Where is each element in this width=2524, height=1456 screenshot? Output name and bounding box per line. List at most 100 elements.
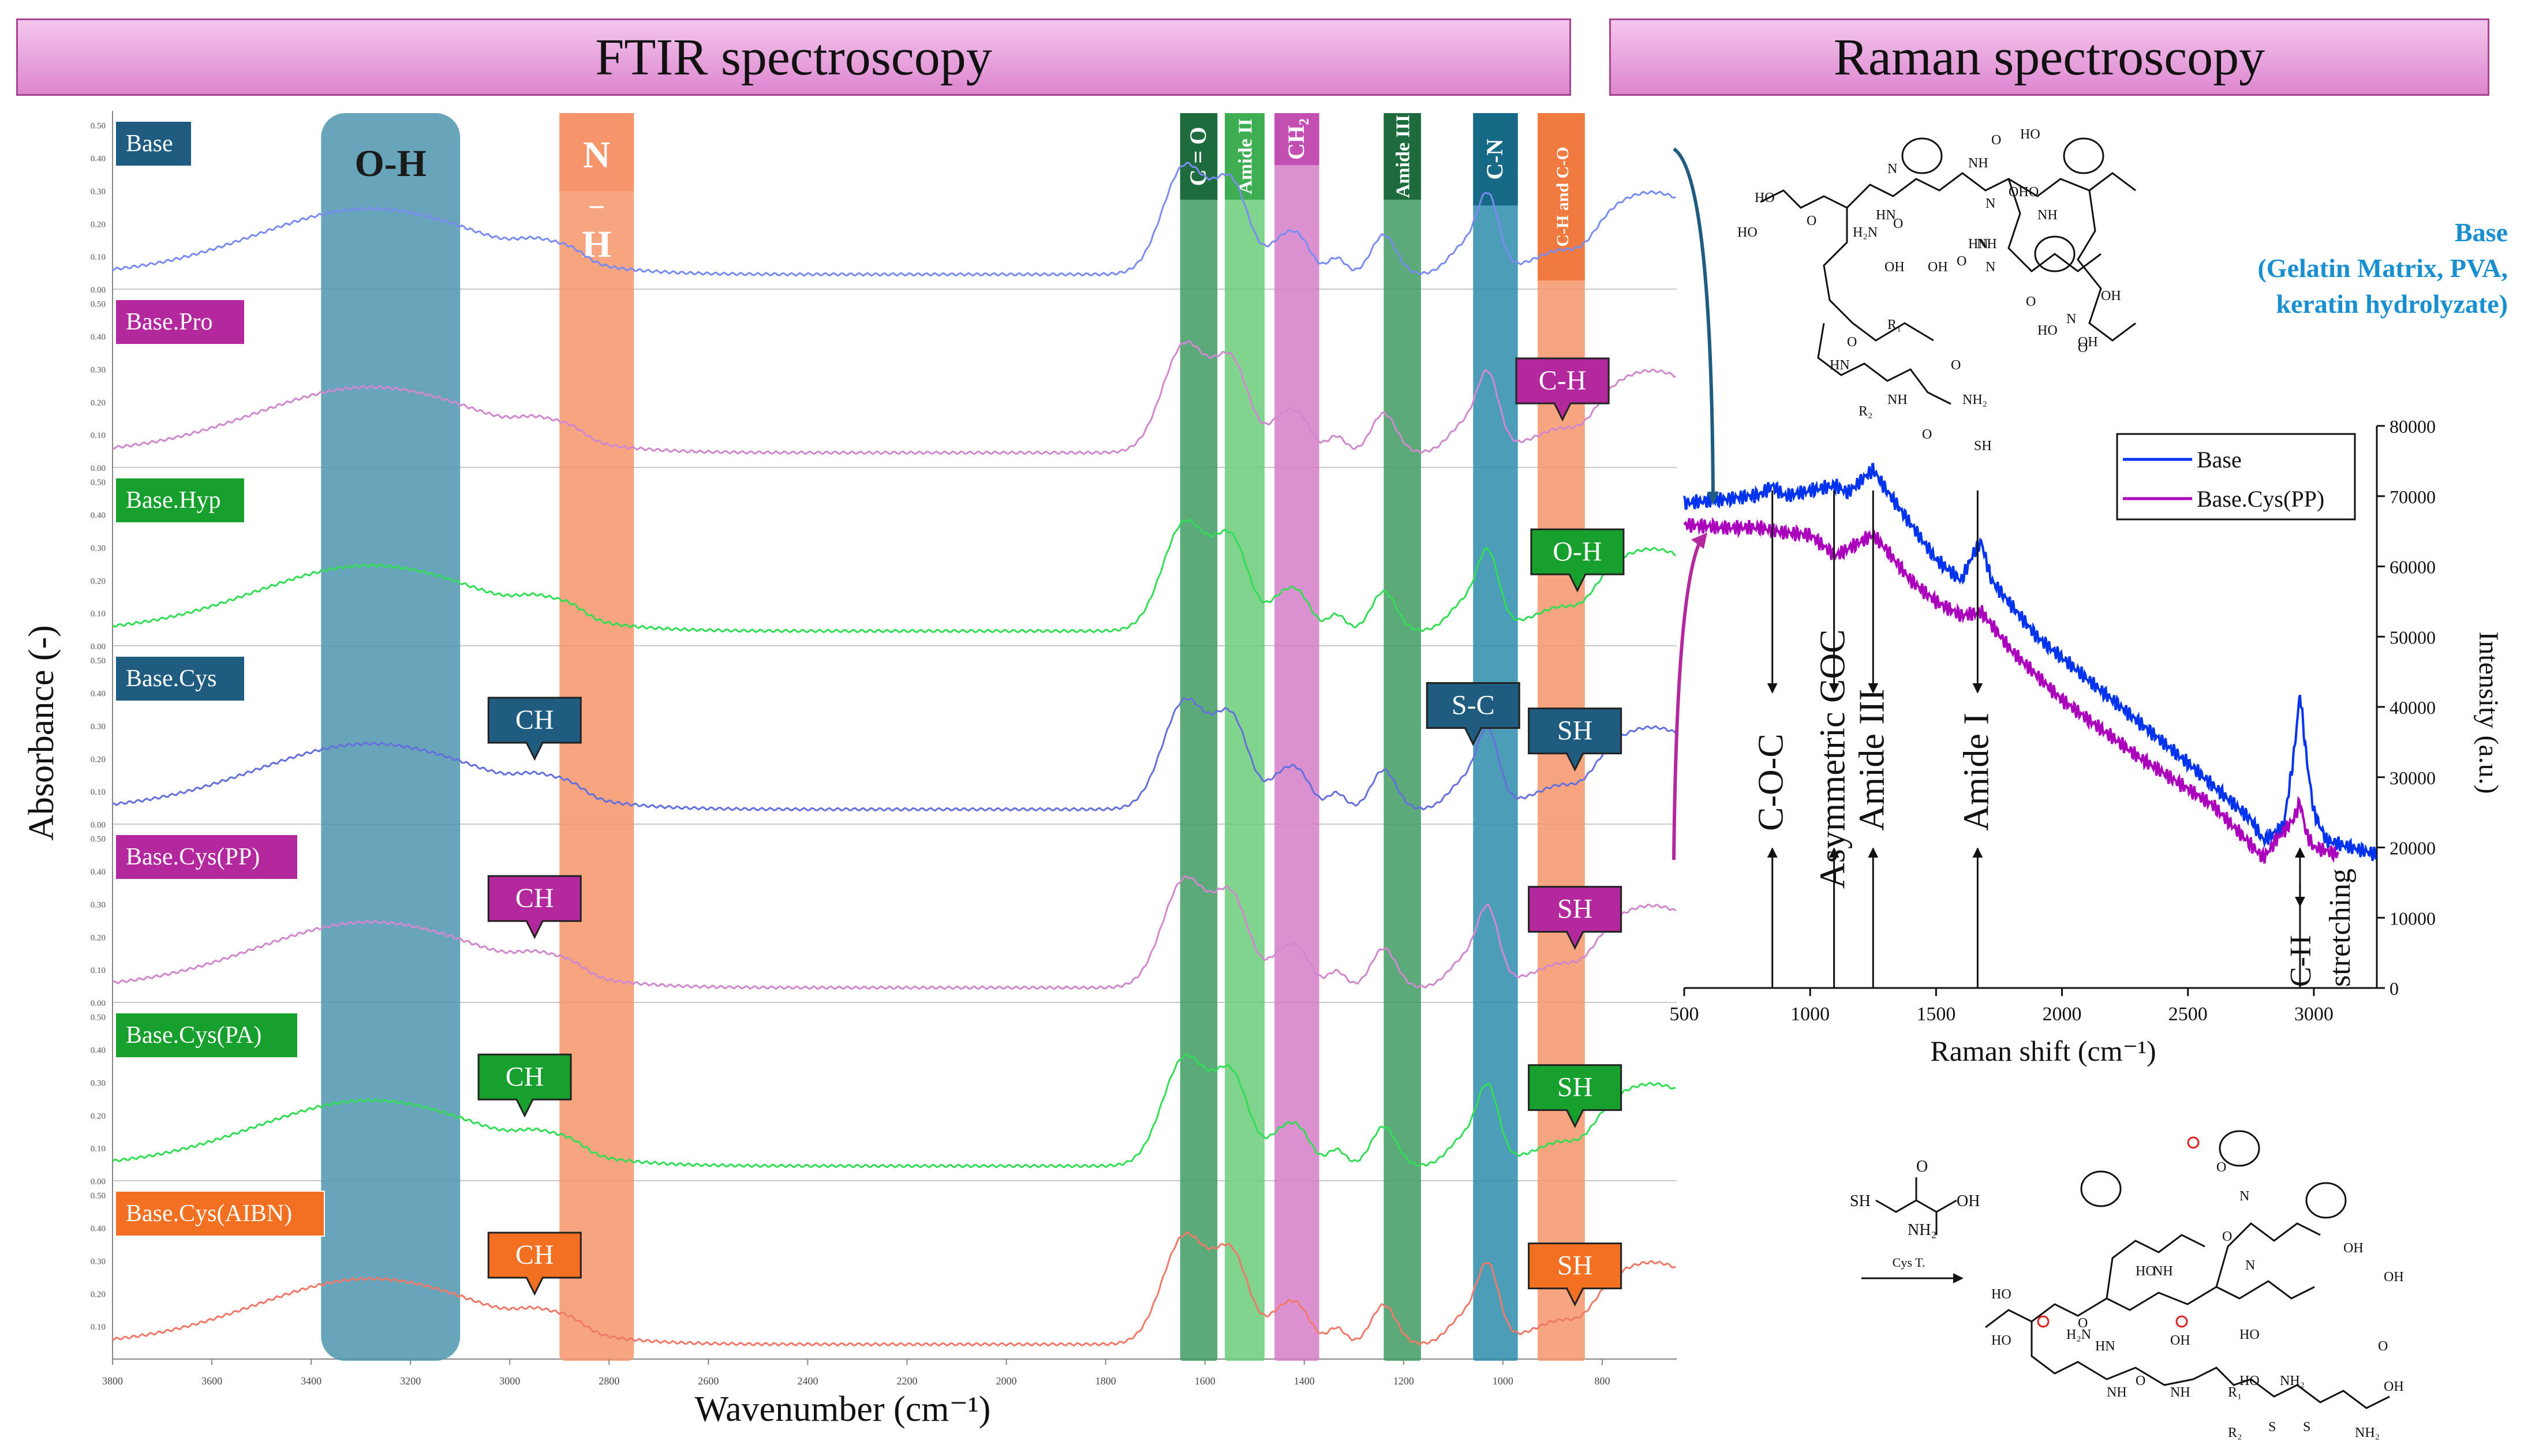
ftir-y-tick-label: 0.00 [91,642,106,652]
ftir-peak-callout [1528,708,1622,772]
bottom-side-chain [2031,1322,2194,1386]
cys-atom-label: SH [1850,1192,1871,1210]
raman-annotation-label: stretching [2324,869,2357,987]
raman-title-banner: Raman spectroscopy [1609,18,2489,96]
ftir-peak-callout-label: S-C [1452,690,1495,721]
atom-label: N [2245,1258,2255,1273]
ftir-y-tick-label: 0.50 [91,122,106,131]
proline-ring [2063,137,2104,174]
ftir-series-line [112,1231,1676,1347]
raman-y-tick-label: 50000 [2390,627,2436,647]
atom-label: HN [1876,208,1896,223]
ftir-y-tick-label: 0.50 [91,300,106,309]
ftir-y-tick-label: 0.10 [91,788,106,797]
atom-label: OH [2384,1379,2404,1394]
ftir-sample-tag [115,299,245,345]
raman-chart: 500 1000 1500 2000 2500 300001000020000300004… [1670,147,2436,1025]
atom-label: NH₂ [1962,392,1987,407]
ftir-y-tick-label: 0.10 [91,431,106,440]
atom-label: HO [1755,190,1775,205]
ftir-band-c-o [1180,113,1218,1361]
raman-x-axis-label: Raman shift (cm⁻¹) [1930,1035,2156,1067]
atom-label: HO [1991,1333,2011,1348]
ftir-band-label-box [1180,113,1218,200]
atom-label: N [2239,1189,2249,1204]
raman-y-axis-label: Intensity (a.u.) [2473,631,2504,793]
raman-x-tick-label: 2000 [2043,1004,2082,1025]
ftir-y-tick-label: 0.30 [91,1079,106,1088]
ftir-y-tick-label: 0.50 [91,478,106,488]
ftir-y-tick-label: 0.50 [91,657,106,666]
atom-label: R₂ [2228,1425,2242,1440]
ftir-y-tick-label: 0.30 [91,187,106,196]
atom-label: N [1887,162,1897,177]
bottom-side-chain [2215,1222,2321,1287]
ftir-sample-tag-label: Base.Cys(AIBN) [126,1200,292,1227]
raman-title: Raman spectroscopy [1833,28,2265,86]
ftir-peak-callout [1528,1242,1622,1307]
base-description-line2: keratin hydrolyzate) [2276,289,2508,319]
raman-y-tick-label: 20000 [2390,838,2436,859]
atom-label: OH [1884,260,1905,275]
raman-y-tick-label: 60000 [2390,557,2436,578]
ftir-y-tick-label: 0.30 [91,544,106,553]
ftir-x-tick-label: 3600 [201,1375,222,1387]
ftir-peak-callout [487,875,582,940]
ftir-x-tick-label: 2000 [996,1375,1017,1387]
atom-label: O [2029,185,2039,200]
ftir-y-tick-label: 0.20 [91,577,106,586]
ftir-peak-callout [1528,886,1622,950]
atom-label: O [2026,294,2036,309]
ftir-peak-callout [1528,1064,1622,1129]
ftir-peak-callout [477,1053,572,1118]
proline-ring [1901,137,1943,174]
ftir-band-amide-iii [1383,113,1421,1361]
ftir-x-tick-label: 1800 [1095,1375,1116,1387]
ftir-peak-callout-label: CH [515,883,554,914]
ftir-sample-tag [115,656,245,702]
atom-label: O [2216,1160,2226,1175]
atom-label: S [2268,1420,2276,1435]
ftir-band-label: H [582,223,611,265]
connector-arrow-head [1707,492,1719,506]
ftir-peak-callout-label: CH [506,1061,544,1092]
ftir-band-label: C-H and C-O [1553,147,1572,246]
atom-label: HN [1830,358,1850,373]
ftir-x-tick-label: 3000 [499,1375,520,1387]
raman-x-tick-label: 1500 [1916,1004,1955,1025]
atom-label: NH₂ [2355,1425,2380,1440]
atom-label: HO [2037,323,2058,338]
ftir-y-tick-label: 0.40 [91,511,106,521]
ftir-x-tick-label: 2600 [698,1375,719,1387]
ftir-y-tick-label: 0.50 [91,1192,106,1201]
connector-arrow [1672,536,1704,860]
atom-label: S [2303,1420,2310,1435]
raman-legend-label: Base.Cys(PP) [2197,486,2324,512]
raman-series-line [1683,516,2340,864]
atom-label: HN [2095,1339,2115,1354]
ftir-peak-callout [487,697,582,761]
ftir-y-axis-label: Absorbance (-) [22,625,61,841]
ftir-y-tick-label: 0.10 [91,1323,106,1332]
atom-label: NH [2037,208,2058,223]
bottom-side-chain [2106,1234,2205,1299]
ftir-x-tick-label: 1000 [1493,1375,1513,1387]
ftir-x-tick-label: 2400 [797,1375,818,1387]
ftir-band-label: C-N [1482,139,1508,179]
ftir-sample-tag-label: Base.Cys(PP) [126,844,260,870]
atom-label: O [1893,216,1903,231]
atom-label: NH [1968,156,1988,171]
ftir-peak-callout-label: SH [1557,894,1592,924]
ftir-band-ch2 [1274,113,1319,1361]
ftir-peak-callout-label: CH [515,1240,554,1270]
ftir-sample-tag-label: Base.Hyp [126,487,220,514]
ftir-y-tick-label: 0.30 [91,1257,106,1266]
atom-label: NH [2170,1385,2190,1400]
raman-x-tick-label: 3000 [2294,1004,2334,1025]
ftir-y-tick-label: 0.20 [91,398,106,407]
atom-label: HO [2239,1327,2260,1342]
atom-label: H₂N [1853,225,1878,240]
